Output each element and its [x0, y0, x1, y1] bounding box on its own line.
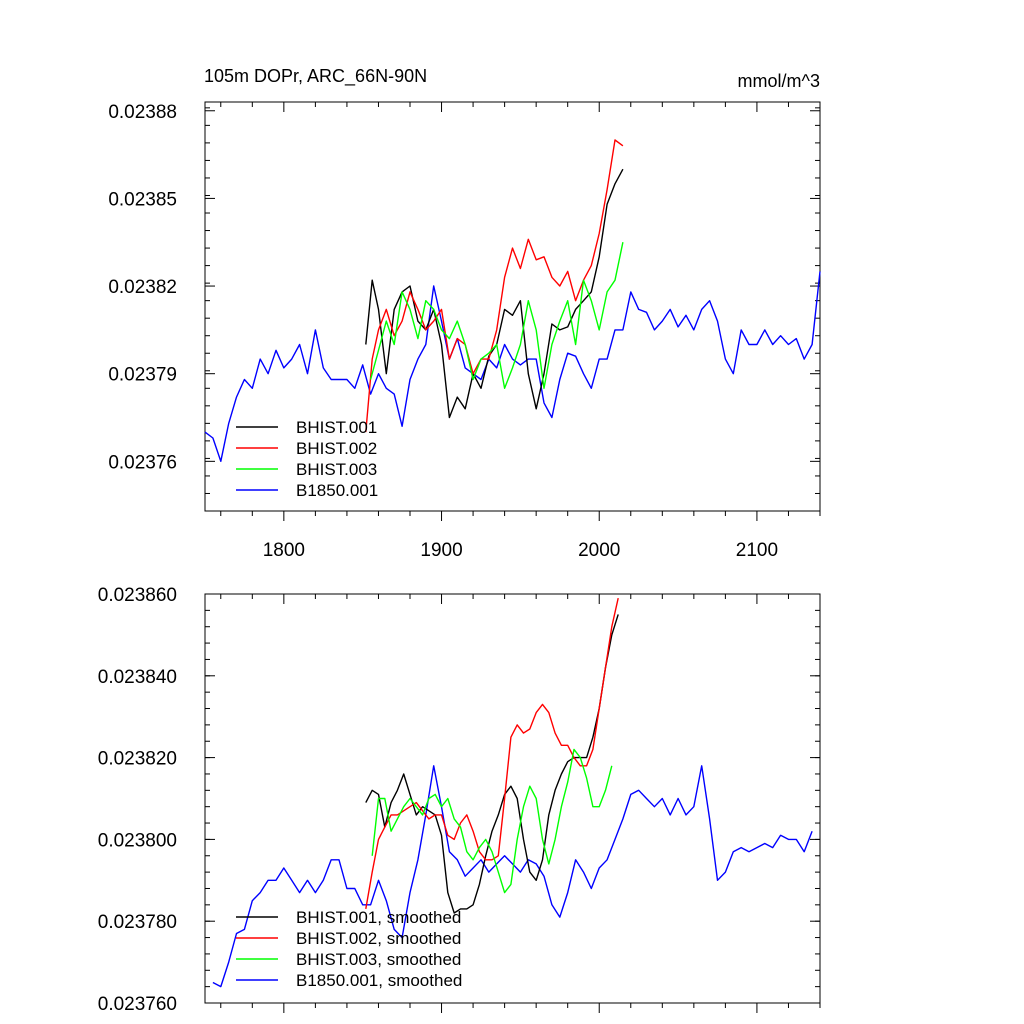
legend-label: BHIST.001 [296, 418, 377, 437]
series-group [212, 597, 813, 988]
x-tick-label: 1900 [420, 540, 462, 561]
series-line-b1850-001-smoothed [212, 765, 813, 988]
y-tick-label: 0.023860 [98, 585, 177, 606]
y-tick-label: 0.02385 [108, 189, 177, 210]
series-line-bhist-003 [369, 242, 624, 389]
legend: BHIST.001, smoothed BHIST.002, smoothed BH… [236, 908, 462, 990]
y-tick-label: 0.023780 [98, 912, 177, 933]
plot-frame [204, 101, 821, 512]
y-tick-label: 0.023800 [98, 830, 177, 851]
legend-label: BHIST.003 [296, 460, 377, 479]
legend-label: BHIST.002 [296, 439, 377, 458]
series-line-bhist-002 [365, 139, 624, 433]
legend-label: B1850.001 [296, 481, 378, 500]
legend-label: B1850.001, smoothed [296, 971, 462, 990]
x-tick-label: 1800 [263, 540, 305, 561]
series-line-b1850-001 [204, 271, 821, 462]
y-tick-label: 0.023840 [98, 667, 177, 688]
legend-label: BHIST.003, smoothed [296, 950, 461, 969]
legend-label: BHIST.002, smoothed [296, 929, 461, 948]
chart-title: 105m DOPr, ARC_66N-90N [204, 66, 427, 87]
series-line-bhist-001 [365, 168, 624, 419]
x-tick-label: 2100 [736, 540, 778, 561]
tick-group: 0.023760 0.023780 0.023800 0.023820 0.023840… [98, 585, 821, 1015]
top-panel: 105m DOPr, ARC_66N-90N mmol/m^3 0.023760… [108, 66, 821, 561]
y-tick-label: 0.023820 [98, 749, 177, 770]
plot-frame [204, 593, 821, 1004]
x-tick-label: 2000 [578, 540, 620, 561]
units-label: mmol/m^3 [738, 71, 820, 91]
series-group [204, 139, 821, 462]
bottom-panel: 0.023760 0.023780 0.023800 0.023820 0.023840… [98, 585, 821, 1015]
y-tick-label: 0.02388 [108, 102, 177, 123]
tick-group: 0.02376 0.02379 0.02382 0.02385 0.02388 1800 1… [108, 102, 821, 561]
series-line-bhist-002-smoothed [365, 597, 619, 910]
y-tick-label: 0.023760 [98, 994, 177, 1015]
legend: BHIST.001 BHIST.002 BHIST.003 B1850.001 [236, 418, 378, 500]
y-tick-label: 0.02379 [108, 365, 177, 386]
y-tick-label: 0.02382 [108, 277, 177, 298]
series-line-bhist-001-smoothed [365, 614, 619, 914]
y-tick-label: 0.02376 [108, 452, 177, 473]
legend-label: BHIST.001, smoothed [296, 908, 461, 927]
series-line-bhist-003-smoothed [371, 748, 613, 894]
